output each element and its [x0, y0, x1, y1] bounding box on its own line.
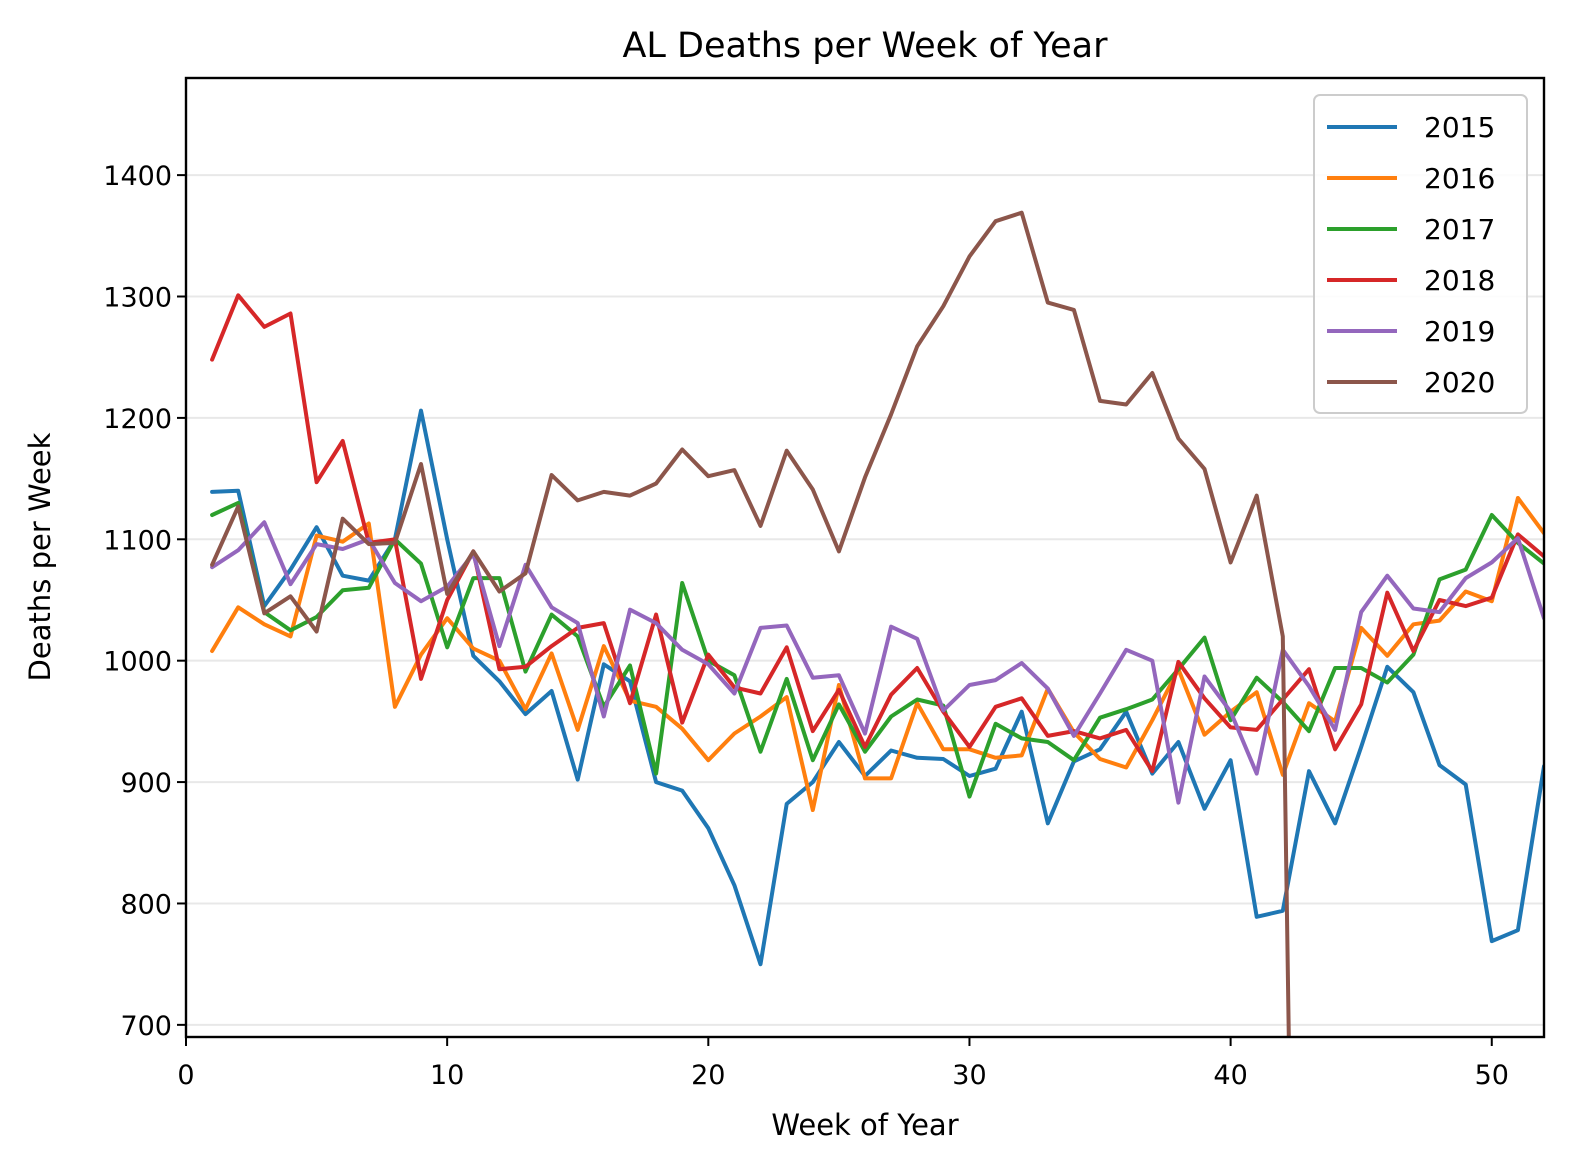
y-tick-label: 1200	[103, 404, 172, 435]
x-tick-label: 20	[691, 1060, 725, 1091]
series-line-2017	[210, 500, 1544, 799]
y-tick-label: 700	[120, 1011, 172, 1042]
legend-label-2015: 2015	[1424, 111, 1495, 144]
x-tick-label: 50	[1475, 1060, 1509, 1091]
y-tick-label: 1400	[103, 161, 172, 192]
y-tick-label: 1100	[103, 525, 172, 556]
y-axis-label: Deaths per Week	[23, 432, 57, 681]
x-tick-label: 30	[952, 1060, 986, 1091]
y-tick-label: 1300	[103, 283, 172, 314]
series-lines	[210, 210, 1544, 1037]
plot-area-frame	[184, 76, 1546, 1039]
y-axis-ticks: 700 800 900 1000 1100 1200 1300 1400	[103, 161, 186, 1042]
legend-box	[1313, 94, 1528, 414]
x-tick-label: 40	[1213, 1060, 1247, 1091]
y-tick-label: 1000	[103, 647, 172, 678]
legend-label-2020: 2020	[1424, 366, 1495, 399]
x-axis-label: Week of Year	[771, 1108, 958, 1142]
series-line-2019	[210, 520, 1544, 805]
legend-label-2018: 2018	[1424, 264, 1495, 297]
x-tick-label: 0	[177, 1060, 194, 1091]
gridlines	[186, 174, 1544, 1026]
chart-title: AL Deaths per Week of Year	[622, 26, 1108, 66]
y-tick-label: 800	[120, 889, 172, 920]
x-tick-label: 10	[430, 1060, 464, 1091]
legend-label-2019: 2019	[1424, 315, 1495, 348]
series-line-2020	[210, 210, 1291, 1037]
legend: 2015 2016 2017 2018 2019 2020	[1313, 94, 1528, 414]
y-tick-label: 900	[120, 768, 172, 799]
legend-label-2016: 2016	[1424, 162, 1495, 195]
series-line-2015	[210, 408, 1544, 967]
legend-label-2017: 2017	[1424, 213, 1495, 246]
x-axis-ticks: 0 10 20 30 40 50	[177, 1037, 1509, 1091]
